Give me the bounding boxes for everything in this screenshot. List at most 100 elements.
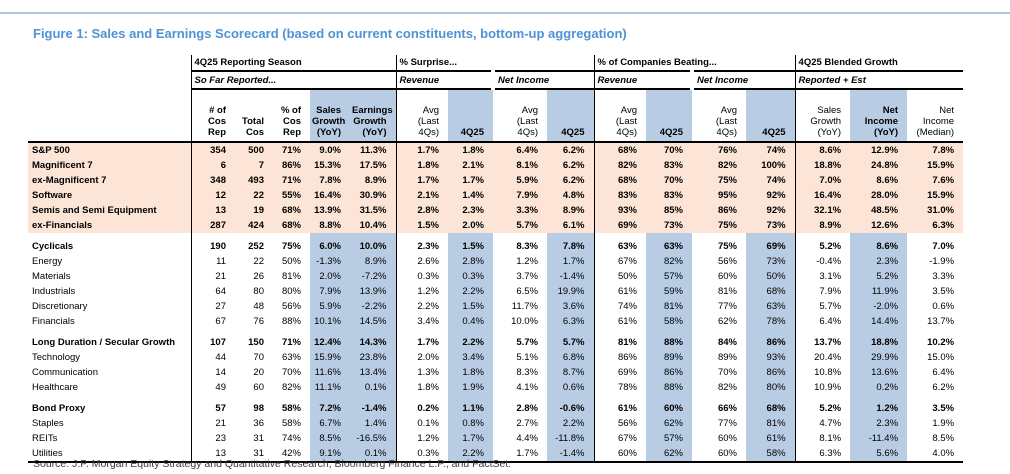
- cell: 10.9%: [794, 380, 851, 395]
- row-label: Technology: [32, 352, 81, 363]
- cell: 68%: [746, 401, 796, 416]
- cell: 58%: [281, 418, 301, 429]
- table-row: Healthcare 49 60 82% 11.1% 0.1% 1.8% 1.9% 4.1% 0.…: [28, 380, 963, 395]
- cell: 1.2%: [395, 284, 448, 299]
- cell: 1.7%: [395, 173, 448, 188]
- cell: 1.9%: [448, 380, 493, 395]
- cell: 57%: [646, 269, 692, 284]
- cell: 81%: [746, 416, 796, 431]
- cell: 70%: [646, 173, 692, 188]
- cell: 12: [190, 188, 235, 203]
- cell: 7.2%: [310, 401, 350, 416]
- cell: 8.1%: [794, 431, 851, 446]
- cell: 56%: [717, 256, 737, 267]
- cell: -16.5%: [350, 431, 396, 446]
- table-row: Semis and Semi Equipment 13 19 68% 13.9% 31.5…: [28, 203, 964, 218]
- cell: 67%: [593, 431, 646, 446]
- group-title-surprise: % Surprise...: [395, 55, 594, 72]
- cell: 4.8%: [547, 188, 594, 203]
- cell: 6.5%: [516, 286, 538, 297]
- cell: 75%: [692, 173, 746, 188]
- label-col-spacer: [28, 71, 191, 89]
- cell: 2.2%: [448, 335, 493, 350]
- cell: 1.7%: [395, 335, 448, 350]
- cell: 78%: [746, 314, 796, 329]
- cell: 4.1%: [516, 382, 538, 393]
- cell: 100%: [746, 158, 796, 173]
- cell: 0.1%: [350, 380, 396, 395]
- cell: 2.0%: [448, 218, 493, 233]
- cell: 2.0%: [310, 269, 350, 284]
- cell: 8.9%: [547, 203, 594, 218]
- col-num-cos-rep: # of Cos Rep: [190, 89, 235, 143]
- cell: 0.1%: [350, 446, 396, 463]
- cell: 11.3%: [350, 142, 396, 158]
- cell: 82%: [717, 382, 737, 393]
- cell: 30.9%: [350, 188, 396, 203]
- cell: 11.7%: [511, 301, 538, 312]
- cell: 8.6%: [794, 142, 851, 158]
- cell: 0.6%: [932, 301, 955, 312]
- cell: 31.0%: [907, 203, 964, 218]
- cell: 74%: [593, 299, 646, 314]
- cell: 2.3%: [448, 203, 493, 218]
- cell: 66%: [717, 403, 737, 414]
- cell: 1.7%: [547, 254, 594, 269]
- cell: 8.9%: [794, 218, 851, 233]
- subheader-surprise-revenue: Revenue: [395, 71, 495, 90]
- row-label: ex-Magnificent 7: [28, 173, 191, 188]
- cell: 348: [190, 173, 235, 188]
- cell: 5.2%: [794, 239, 851, 254]
- section-gap-row: [28, 329, 963, 335]
- cell: 82%: [593, 158, 646, 173]
- cell: 13.9%: [310, 203, 350, 218]
- col-net-income-median: Net Income (Median): [907, 89, 964, 143]
- table-row: Bond Proxy 57 98 58% 7.2% -1.4% 0.2% 1.1% 2.8% -0…: [28, 401, 963, 416]
- cell: 1.8%: [395, 380, 448, 395]
- table-row: Long Duration / Secular Growth 107 150 71% 1…: [28, 335, 963, 350]
- cell: 2.2%: [547, 416, 594, 431]
- cell: 1.7%: [448, 431, 493, 446]
- col-rev-surprise-4q25: 4Q25: [448, 89, 493, 143]
- table-row: Utilities 13 31 42% 9.1% 0.1% 0.3% 2.2% 1.7% -1.4…: [28, 446, 964, 463]
- cell: 86%: [746, 335, 796, 350]
- cell: 2.6%: [395, 254, 448, 269]
- cell: 8.7%: [547, 365, 594, 380]
- cell: 19: [235, 203, 273, 218]
- cell: 63%: [281, 352, 301, 363]
- cell: 80%: [746, 380, 796, 395]
- cell: 75%: [692, 218, 746, 233]
- cell: 29.9%: [850, 350, 908, 365]
- cell: 8.5%: [932, 433, 955, 444]
- col-ni-surprise-avg: Avg (Last 4Qs): [493, 89, 547, 143]
- cell: 15.0%: [927, 352, 955, 363]
- row-label: Communication: [32, 367, 98, 378]
- cell: 6.2%: [547, 173, 594, 188]
- source-note: Source: J.P. Morgan Equity Strategy and …: [33, 458, 512, 470]
- cell: -0.6%: [547, 401, 594, 416]
- cell: -7.2%: [350, 269, 396, 284]
- cell: 1.8%: [448, 142, 493, 158]
- cell: 1.1%: [448, 401, 493, 416]
- cell: 60%: [593, 446, 646, 463]
- cell: 9.0%: [310, 142, 350, 158]
- cell: 5.7%: [794, 299, 851, 314]
- row-label: Discretionary: [32, 301, 88, 312]
- cell: 67: [190, 314, 235, 329]
- cell: 0.1%: [395, 416, 448, 431]
- cell: 83%: [593, 188, 646, 203]
- cell: 3.4%: [395, 314, 448, 329]
- cell: 2.7%: [516, 418, 538, 429]
- cell: -0.4%: [794, 254, 851, 269]
- cell: 20: [253, 367, 264, 378]
- cell: 71%: [273, 142, 310, 158]
- row-label: Magnificent 7: [28, 158, 191, 173]
- cell: 0.3%: [395, 446, 448, 463]
- cell: 98: [253, 403, 264, 414]
- cell: 5.1%: [516, 352, 538, 363]
- cell: 13.7%: [927, 316, 955, 327]
- cell: 7.9%: [794, 284, 851, 299]
- cell: 424: [235, 218, 273, 233]
- cell: 62%: [717, 316, 737, 327]
- cell: 82%: [646, 254, 692, 269]
